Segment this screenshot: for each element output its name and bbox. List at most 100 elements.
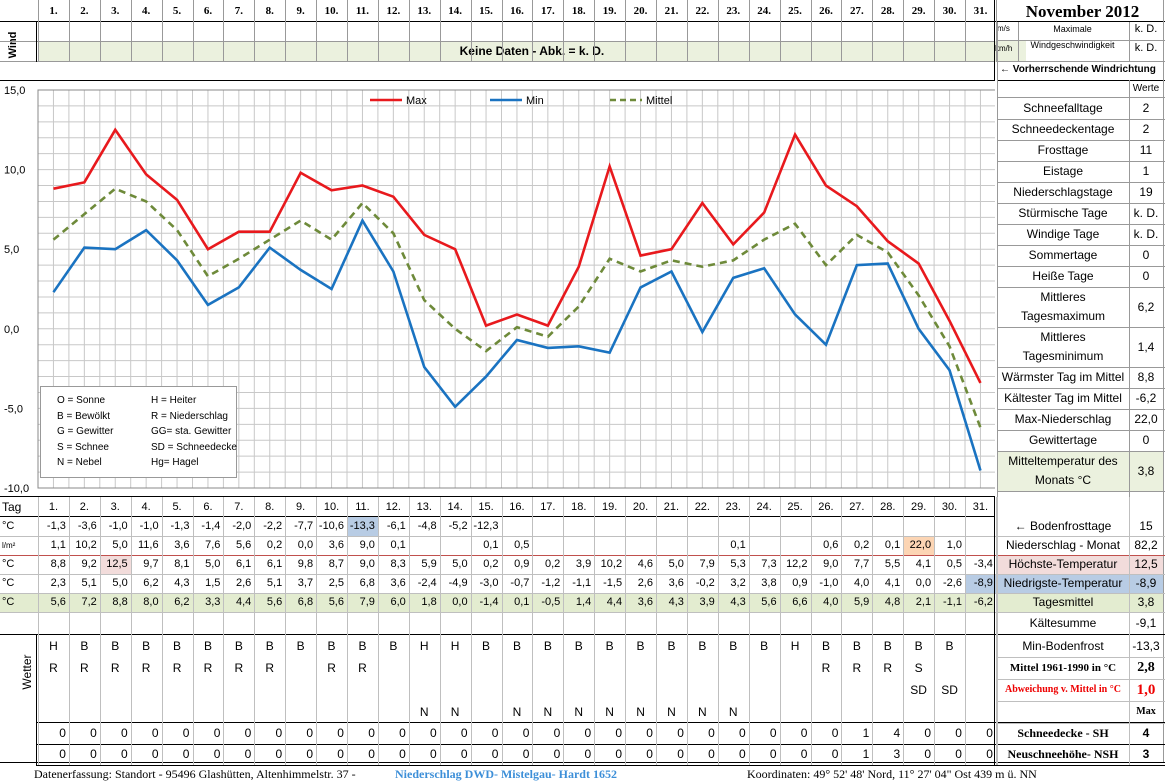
table-cell: 0,1: [390, 539, 406, 551]
table-cell: 9,7: [143, 558, 159, 570]
table-cell: 2,5: [328, 577, 344, 589]
table-cell: 3,6: [637, 596, 653, 608]
row-label: ← Bodenfrosttage: [1014, 519, 1112, 533]
snow-max: 3: [1142, 747, 1150, 761]
table-cell: 5,1: [81, 577, 97, 589]
table-cell: 0,2: [266, 539, 283, 551]
weather-code: [223, 701, 254, 723]
weather-code: N: [574, 705, 584, 719]
day-header: 27.: [849, 5, 864, 17]
day-header: 22.: [694, 501, 710, 513]
table-cell: 8,3: [390, 558, 406, 570]
grid-line: [997, 97, 1165, 98]
weather-code: [718, 679, 749, 701]
table-cell: 9,2: [81, 558, 97, 570]
table-cell: -2,4: [417, 577, 437, 589]
grid-line: [99, 497, 101, 765]
row-unit: °C: [2, 577, 15, 589]
werte-header: Werte: [1132, 83, 1160, 94]
day-header: 12.: [386, 5, 401, 17]
day-header: 20.: [633, 5, 648, 17]
grid-line: [316, 0, 318, 62]
weather-code: [223, 679, 254, 701]
weather-code: [872, 679, 903, 701]
snow-cell: 0: [708, 747, 715, 761]
y-tick-label: 0,0: [4, 324, 19, 336]
weather-legend-entry: S = Schnee: [57, 441, 109, 453]
snow-cell: 0: [491, 726, 499, 740]
snow-cell: 0: [275, 747, 283, 761]
weather-code: [378, 679, 409, 701]
snow-cell: 0: [646, 747, 653, 761]
weather-code: [532, 657, 563, 679]
table-cell: -1,3: [170, 520, 190, 532]
table-cell: [656, 536, 687, 555]
stat-label: Gewittertage: [1028, 433, 1098, 447]
grid-line: [997, 430, 1165, 431]
max-wind-ms: k. D.: [1134, 23, 1158, 35]
row-label: Niedrigste-Temperatur: [1003, 576, 1123, 590]
weather-code: B: [142, 639, 151, 653]
weather-code: B: [482, 639, 491, 653]
table-cell: -7,7: [294, 520, 314, 532]
table-cell: 9,0: [359, 539, 375, 551]
snow-cell: 0: [615, 726, 623, 740]
weather-legend: O = Sonne H = Heiter B = Bewölkt R = Nieder…: [40, 386, 237, 478]
table-cell: -0,5: [541, 596, 561, 608]
day-header: 16.: [510, 5, 524, 17]
weather-code: [471, 657, 502, 679]
table-cell: 1,1: [50, 539, 66, 551]
weather-code: [254, 679, 285, 701]
table-cell: -1,0: [139, 520, 159, 532]
weather-code: [656, 657, 687, 679]
snow-cell: 0: [306, 747, 314, 761]
table-cell: -8,9: [965, 574, 996, 593]
grid-line: [717, 497, 719, 765]
snow-cell: 0: [677, 747, 684, 761]
table-cell: 5,0: [112, 577, 128, 589]
weather-code: [811, 701, 842, 723]
day-header: 28.: [880, 501, 896, 513]
table-cell: 5,6: [235, 539, 252, 551]
table-cell: 0,9: [792, 577, 808, 589]
day-header: 15.: [478, 501, 494, 513]
grid-line: [995, 0, 997, 62]
weather-code: S: [914, 661, 923, 675]
weather-code: N: [698, 705, 707, 719]
grid-line: [563, 497, 565, 765]
weather-code: B: [852, 639, 861, 653]
grid-line: [36, 744, 1165, 745]
max-wind-kmh: k. D.: [1134, 42, 1158, 54]
weather-code: [780, 657, 811, 679]
grid-line: [656, 0, 657, 62]
weather-code: [749, 679, 780, 701]
weather-code: N: [605, 705, 614, 719]
table-cell: 4,0: [823, 596, 839, 608]
snow-cell: 0: [59, 747, 66, 761]
table-cell: 0,1: [730, 539, 746, 551]
snow-cell: 0: [182, 726, 190, 740]
table-cell: 7,9: [359, 596, 375, 608]
snow-cell: 3: [893, 747, 901, 761]
stat-label: Niederschlagstage: [1013, 185, 1113, 199]
weather-code: [193, 701, 224, 723]
stat-value: k. D.: [1133, 206, 1159, 220]
mean-row-bg: [0, 593, 995, 612]
day-header: 21.: [664, 5, 679, 17]
day-header: 10.: [323, 501, 340, 513]
weather-code: B: [296, 639, 305, 653]
day-header: 11.: [355, 5, 370, 17]
table-cell: 4,3: [730, 596, 746, 608]
grid-line: [1163, 0, 1164, 762]
day-header: 2.: [79, 501, 89, 513]
grid-line: [36, 22, 37, 62]
snow-cell: 0: [955, 747, 962, 761]
grid-line: [0, 634, 1165, 635]
row-unit: °C: [2, 596, 15, 608]
max-wind-label-2: Windgeschwindigkeit: [1030, 40, 1115, 50]
snow-cell: 0: [522, 747, 530, 761]
stat-value: 1: [1142, 164, 1150, 178]
day-header: 15.: [479, 5, 493, 17]
day-header: 30.: [942, 5, 957, 17]
snow-cell: 0: [90, 747, 97, 761]
